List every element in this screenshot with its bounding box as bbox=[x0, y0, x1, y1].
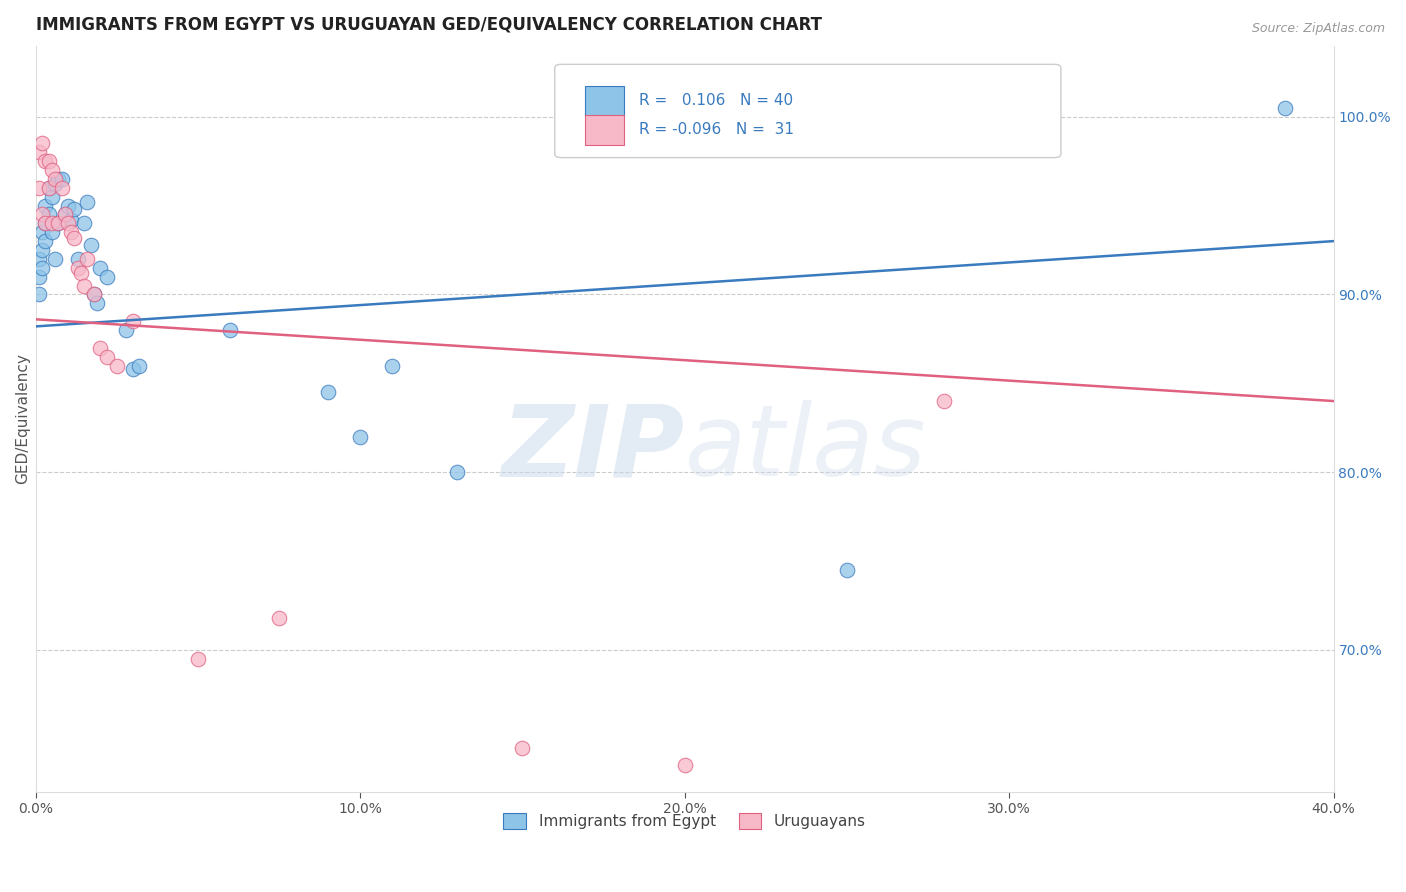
Point bbox=[31, 243, 53, 257]
Point bbox=[41, 163, 63, 178]
Point bbox=[128, 359, 150, 373]
Text: R =   0.106   N = 40: R = 0.106 N = 40 bbox=[640, 93, 793, 108]
Point bbox=[31, 207, 53, 221]
Text: ZIP: ZIP bbox=[502, 401, 685, 497]
Point bbox=[31, 225, 53, 239]
Point bbox=[44, 252, 66, 266]
Point bbox=[96, 350, 118, 364]
Point bbox=[510, 740, 533, 755]
Point bbox=[349, 429, 371, 443]
Point bbox=[66, 252, 89, 266]
Point bbox=[63, 202, 86, 216]
Point bbox=[219, 323, 242, 337]
Point bbox=[932, 394, 955, 409]
Point bbox=[835, 563, 858, 577]
Point bbox=[96, 269, 118, 284]
Point bbox=[267, 611, 290, 625]
Point bbox=[31, 136, 53, 151]
Point bbox=[34, 198, 56, 212]
Point bbox=[1274, 101, 1296, 115]
Legend: Immigrants from Egypt, Uruguayans: Immigrants from Egypt, Uruguayans bbox=[496, 805, 873, 837]
Point bbox=[46, 216, 69, 230]
Point bbox=[76, 252, 98, 266]
Point bbox=[105, 359, 128, 373]
Point bbox=[34, 216, 56, 230]
Point bbox=[80, 237, 103, 252]
Point bbox=[89, 341, 111, 355]
Point bbox=[83, 287, 105, 301]
Point bbox=[76, 194, 98, 209]
Point bbox=[28, 269, 51, 284]
Point bbox=[187, 651, 209, 665]
Text: IMMIGRANTS FROM EGYPT VS URUGUAYAN GED/EQUIVALENCY CORRELATION CHART: IMMIGRANTS FROM EGYPT VS URUGUAYAN GED/E… bbox=[35, 15, 821, 33]
FancyBboxPatch shape bbox=[585, 115, 623, 145]
Point bbox=[38, 181, 60, 195]
Point bbox=[122, 362, 145, 376]
Text: R = -0.096   N =  31: R = -0.096 N = 31 bbox=[640, 122, 794, 137]
Point bbox=[41, 225, 63, 239]
Point bbox=[38, 181, 60, 195]
Point bbox=[41, 190, 63, 204]
Point bbox=[73, 216, 96, 230]
Point bbox=[44, 178, 66, 192]
Text: Source: ZipAtlas.com: Source: ZipAtlas.com bbox=[1251, 22, 1385, 36]
Point bbox=[316, 385, 339, 400]
Point bbox=[70, 266, 93, 280]
FancyBboxPatch shape bbox=[585, 86, 623, 116]
Point bbox=[86, 296, 108, 310]
Point bbox=[51, 181, 73, 195]
Point bbox=[63, 230, 86, 244]
FancyBboxPatch shape bbox=[555, 64, 1062, 158]
Point bbox=[60, 212, 83, 227]
Point bbox=[53, 207, 76, 221]
Point bbox=[56, 198, 79, 212]
Point bbox=[34, 154, 56, 169]
Point bbox=[44, 172, 66, 186]
Point bbox=[46, 172, 69, 186]
Y-axis label: GED/Equivalency: GED/Equivalency bbox=[15, 353, 30, 484]
Point bbox=[673, 758, 696, 772]
Text: atlas: atlas bbox=[685, 401, 927, 497]
Point bbox=[66, 260, 89, 275]
Point bbox=[51, 172, 73, 186]
Point bbox=[60, 225, 83, 239]
Point bbox=[115, 323, 138, 337]
Point bbox=[122, 314, 145, 328]
Point bbox=[28, 145, 51, 160]
Point bbox=[53, 207, 76, 221]
Point bbox=[28, 181, 51, 195]
Point bbox=[31, 260, 53, 275]
Point bbox=[83, 287, 105, 301]
Point bbox=[41, 216, 63, 230]
Point bbox=[38, 207, 60, 221]
Point bbox=[46, 216, 69, 230]
Point bbox=[381, 359, 404, 373]
Point bbox=[56, 216, 79, 230]
Point bbox=[34, 234, 56, 248]
Point bbox=[38, 154, 60, 169]
Point bbox=[28, 287, 51, 301]
Point bbox=[34, 216, 56, 230]
Point bbox=[89, 260, 111, 275]
Point bbox=[446, 465, 468, 479]
Point bbox=[28, 252, 51, 266]
Point bbox=[73, 278, 96, 293]
